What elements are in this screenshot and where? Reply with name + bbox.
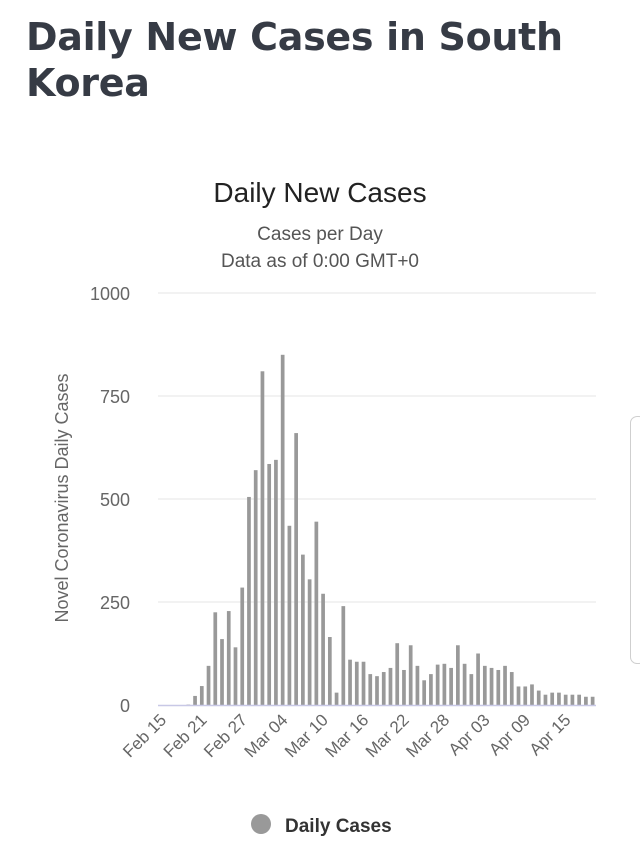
bar[interactable] [307, 579, 312, 705]
bar[interactable] [543, 694, 548, 705]
bar[interactable] [482, 665, 487, 705]
x-tick-label: Mar 28 [402, 710, 453, 761]
bar[interactable] [220, 639, 224, 705]
legend-label: Daily Cases [285, 816, 392, 837]
bar[interactable] [348, 659, 352, 705]
bar[interactable] [563, 694, 568, 705]
bar[interactable] [314, 521, 319, 705]
bar[interactable] [240, 587, 245, 705]
bar[interactable] [226, 611, 231, 705]
y-axis-label: Novel Coronavirus Daily Cases [52, 373, 72, 622]
y-tick-label: 250 [100, 593, 130, 613]
x-tick-label: Apr 09 [485, 710, 534, 759]
bar[interactable] [199, 686, 204, 705]
bar[interactable] [590, 696, 595, 705]
bar[interactable] [442, 663, 447, 705]
bar[interactable] [476, 653, 480, 706]
bar[interactable] [536, 690, 541, 705]
bar[interactable] [260, 371, 265, 705]
page-title: Daily New Cases in South Korea [26, 15, 563, 105]
bar[interactable] [206, 665, 211, 705]
legend-marker-icon [251, 814, 271, 834]
bar[interactable] [550, 692, 555, 705]
legend[interactable]: Daily Cases [251, 814, 392, 837]
y-tick-label: 1000 [90, 284, 130, 304]
bar[interactable] [280, 354, 285, 705]
bar[interactable] [267, 463, 272, 705]
bar[interactable] [193, 695, 197, 705]
bar[interactable] [570, 694, 575, 705]
bar[interactable] [327, 637, 332, 705]
x-tick-label: Feb 27 [200, 710, 251, 761]
bar[interactable] [294, 433, 298, 705]
bar[interactable] [435, 664, 440, 705]
bar[interactable] [408, 645, 413, 705]
x-tick-label: Mar 04 [241, 710, 292, 761]
bar[interactable] [368, 674, 373, 705]
bar[interactable] [247, 496, 251, 705]
bar[interactable] [274, 459, 278, 705]
bar[interactable] [516, 686, 521, 705]
bar[interactable] [381, 672, 386, 705]
bar[interactable] [233, 647, 238, 705]
x-tick-label: Mar 10 [281, 710, 332, 761]
bar[interactable] [321, 593, 325, 705]
bar[interactable] [334, 692, 339, 705]
bar[interactable] [469, 674, 474, 705]
x-tick-label: Mar 16 [321, 710, 372, 761]
bar[interactable] [503, 665, 507, 705]
gridlines [158, 292, 596, 603]
bar[interactable] [422, 680, 427, 705]
bar[interactable] [449, 667, 453, 705]
bar[interactable] [253, 470, 258, 705]
chart-subtitle: Cases per Day [257, 224, 383, 245]
y-tick-label: 0 [120, 696, 130, 716]
bar[interactable] [354, 661, 359, 705]
y-tick-label: 750 [100, 387, 130, 407]
y-tick-label: 500 [100, 490, 130, 510]
bars [186, 354, 595, 706]
bar[interactable] [402, 669, 406, 705]
bar[interactable] [496, 669, 501, 705]
bar[interactable] [395, 643, 400, 705]
y-axis-ticks: 0 250 500 750 1000 [90, 284, 130, 716]
bar[interactable] [584, 696, 588, 705]
bar[interactable] [388, 667, 393, 705]
bar[interactable] [456, 645, 460, 705]
scroll-handle[interactable] [630, 416, 640, 664]
bar[interactable] [287, 525, 292, 705]
bar[interactable] [213, 612, 218, 705]
bar[interactable] [577, 694, 582, 705]
bar[interactable] [375, 676, 379, 705]
bar[interactable] [429, 674, 433, 705]
x-tick-label: Feb 21 [160, 710, 211, 761]
x-tick-label: Feb 15 [119, 710, 170, 761]
bar[interactable] [530, 684, 534, 705]
x-tick-label: Apr 03 [445, 710, 494, 759]
bar[interactable] [462, 663, 467, 705]
bar[interactable] [509, 672, 514, 705]
bar[interactable] [415, 665, 420, 705]
bar[interactable] [361, 661, 366, 705]
x-tick-label: Mar 22 [362, 710, 413, 761]
bar[interactable] [557, 692, 561, 705]
chart-title: Daily New Cases [213, 177, 426, 208]
x-tick-label: Apr 15 [526, 710, 575, 759]
bar[interactable] [523, 686, 528, 705]
chart-subtitle-date: Data as of 0:00 GMT+0 [221, 251, 419, 272]
bar[interactable] [489, 667, 494, 705]
bar[interactable] [301, 554, 305, 705]
bar[interactable] [341, 606, 346, 705]
